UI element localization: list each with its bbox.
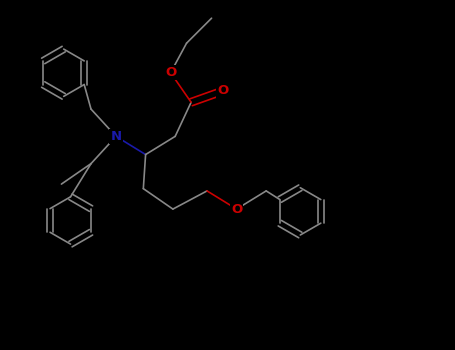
Text: O: O [231, 203, 242, 216]
Text: O: O [165, 66, 176, 79]
Text: O: O [217, 84, 228, 97]
Text: N: N [111, 130, 121, 143]
